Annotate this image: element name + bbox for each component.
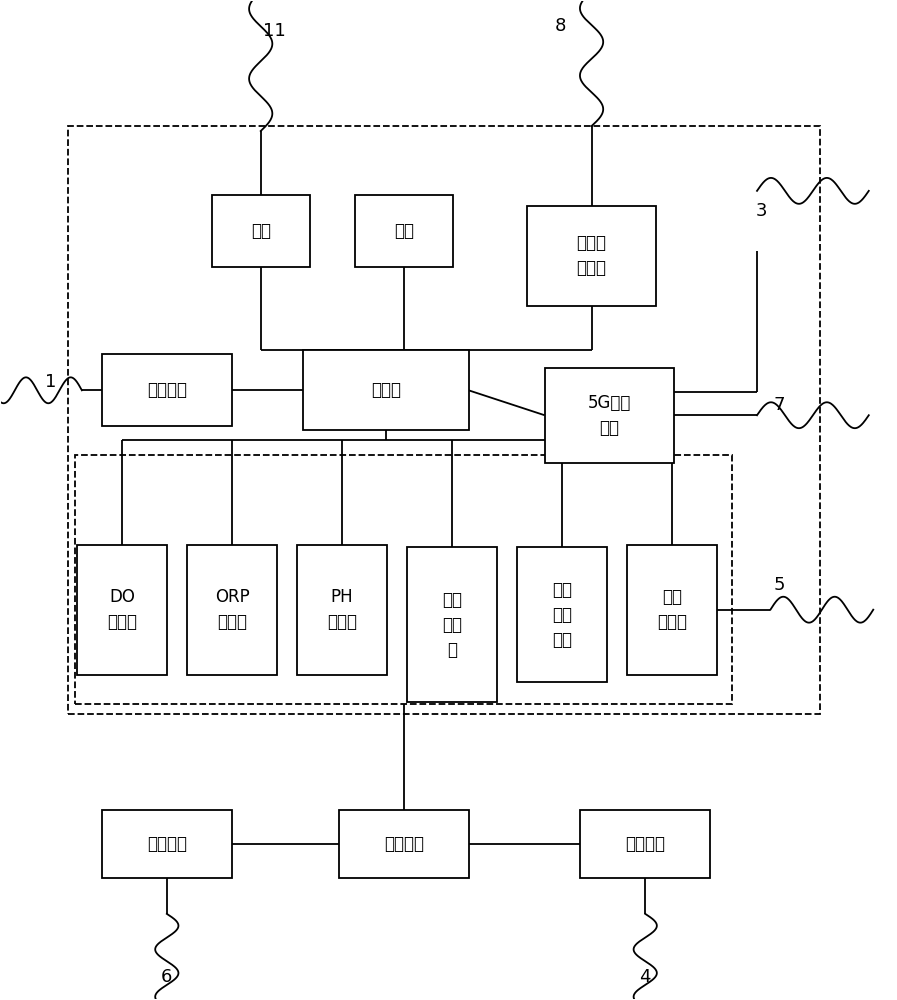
Bar: [102, 810, 231, 878]
Text: 11: 11: [263, 22, 285, 40]
Text: 5G网络
模块: 5G网络 模块: [588, 394, 631, 437]
Text: DO
传感器: DO 传感器: [107, 588, 137, 631]
Bar: [298, 545, 387, 675]
Bar: [74, 455, 732, 704]
Text: 1: 1: [45, 373, 57, 391]
Text: 控制器: 控制器: [370, 381, 401, 399]
Bar: [544, 368, 675, 463]
Text: ORP
传感器: ORP 传感器: [214, 588, 249, 631]
Bar: [354, 195, 453, 267]
Bar: [187, 545, 277, 675]
Text: 浊度
传感
器: 浊度 传感 器: [442, 591, 462, 659]
Text: 5: 5: [773, 576, 785, 594]
Bar: [212, 195, 309, 267]
Text: 3: 3: [756, 202, 767, 220]
Text: PH
传感器: PH 传感器: [327, 588, 357, 631]
Text: 蓄电池组: 蓄电池组: [625, 835, 666, 853]
Bar: [627, 545, 717, 675]
Text: 6: 6: [161, 968, 172, 986]
Text: 电导
率传
感器: 电导 率传 感器: [552, 581, 572, 649]
Text: 8: 8: [554, 17, 566, 35]
Text: 7: 7: [773, 396, 785, 414]
Bar: [407, 547, 497, 702]
Bar: [518, 547, 606, 682]
Bar: [102, 354, 231, 426]
Text: 太阳能板: 太阳能板: [147, 835, 187, 853]
Bar: [303, 350, 468, 430]
Bar: [580, 810, 710, 878]
Bar: [68, 126, 820, 714]
Bar: [527, 206, 657, 306]
Bar: [339, 810, 468, 878]
Text: 北斗定
位模块: 北斗定 位模块: [577, 234, 606, 277]
Text: 水温
传感器: 水温 传感器: [658, 588, 687, 631]
Bar: [77, 545, 167, 675]
Text: 电源模块: 电源模块: [384, 835, 423, 853]
Text: 阀门: 阀门: [251, 222, 271, 240]
Text: 阀门: 阀门: [394, 222, 414, 240]
Text: 直流水泵: 直流水泵: [147, 381, 187, 399]
Text: 4: 4: [640, 968, 651, 986]
